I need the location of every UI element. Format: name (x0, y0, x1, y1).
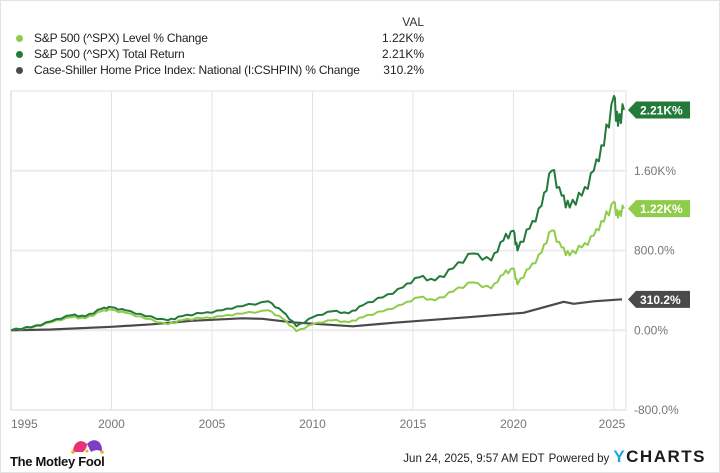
legend-label: S&P 500 (^SPX) Total Return (34, 47, 185, 61)
flag-label: 310.2% (640, 293, 681, 307)
x-tick-label: 2010 (299, 417, 326, 431)
legend-item-spx-level[interactable]: S&P 500 (^SPX) Level % Change 1.22K% (16, 30, 424, 46)
legend-value: 2.21K% (381, 47, 424, 61)
flag-label: 2.21K% (640, 103, 683, 117)
ycharts-logo[interactable]: YCHARTS (613, 448, 706, 466)
end-value-flag: 2.21K% (628, 101, 690, 119)
ycharts-y-letter: Y (613, 447, 627, 466)
x-tick-label: 1995 (11, 417, 38, 431)
x-tick-label: 2020 (500, 417, 527, 431)
flag-shape (628, 290, 690, 308)
end-value-flag: 310.2% (628, 290, 690, 308)
series-line-case-shiller (10, 298, 623, 332)
flag-label: 1.22K% (640, 202, 683, 216)
x-tick-label: 2025 (599, 417, 626, 431)
series-dot-icon (16, 66, 23, 74)
timestamp: Jun 24, 2025, 9:57 AM EDT (403, 453, 545, 465)
x-tick-label: 2005 (199, 417, 226, 431)
brand-text: The Motley Fool (10, 454, 105, 469)
footer-attribution: Jun 24, 2025, 9:57 AM EDT Powered by YCH… (403, 448, 706, 466)
powered-by-text: Powered by (548, 453, 610, 465)
y-tick-label: 1.60K% (634, 164, 676, 178)
series-dot-icon (16, 34, 23, 42)
legend-item-spx-total-return[interactable]: S&P 500 (^SPX) Total Return 2.21K% (16, 46, 424, 62)
legend-value-header: VAL (402, 15, 424, 29)
end-value-flag: 1.22K% (628, 200, 690, 218)
legend-label: S&P 500 (^SPX) Level % Change (34, 31, 208, 45)
jester-hat-icon (71, 440, 104, 454)
y-tick-label: 800.0% (634, 244, 675, 258)
x-tick-label: 2015 (400, 417, 427, 431)
series-line-spx-level (10, 200, 625, 333)
y-tick-label: -800.0% (634, 403, 679, 417)
ycharts-text: CHARTS (626, 447, 706, 466)
legend-item-case-shiller[interactable]: Case-Shiller Home Price Index: National … (16, 62, 424, 78)
grid (10, 90, 627, 411)
flag-shape (628, 200, 690, 218)
y-axis-ticks: 1.60K% 800.0% 0.00% -800.0% (634, 164, 679, 417)
series-line-spx-total-return (10, 95, 625, 332)
x-axis-ticks: 1995 2000 2005 2010 2015 2020 2025 (11, 417, 626, 431)
y-tick-label: 0.00% (634, 323, 668, 337)
series-dot-icon (16, 50, 23, 58)
legend: S&P 500 (^SPX) Level % Change 1.22K% S&P… (16, 14, 424, 78)
legend-value: 310.2% (383, 63, 424, 77)
motley-fool-logo: The Motley Fool (9, 440, 119, 470)
legend-value: 1.22K% (381, 31, 424, 45)
x-tick-label: 2000 (98, 417, 125, 431)
series-lines (10, 95, 625, 333)
legend-label: Case-Shiller Home Price Index: National … (34, 63, 360, 77)
end-value-flags: 2.21K% 1.22K% 310.2% (628, 101, 690, 308)
flag-shape (628, 101, 690, 119)
